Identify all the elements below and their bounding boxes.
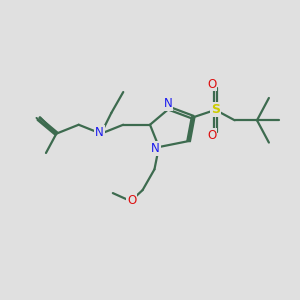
Text: N: N xyxy=(151,142,160,155)
Text: O: O xyxy=(207,129,216,142)
Text: N: N xyxy=(95,126,104,139)
Text: N: N xyxy=(164,98,172,110)
Text: O: O xyxy=(207,77,216,91)
Text: O: O xyxy=(127,194,136,207)
Text: S: S xyxy=(211,103,220,116)
